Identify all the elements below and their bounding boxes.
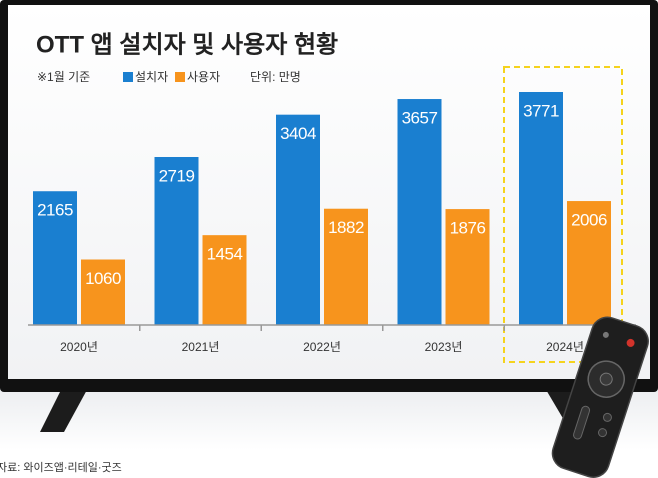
value-label: 3404: [280, 124, 316, 143]
value-label: 3771: [523, 101, 559, 120]
value-label: 1876: [450, 219, 486, 238]
value-label: 1454: [207, 245, 243, 264]
x-tick-label: 2020년: [60, 340, 98, 354]
value-label: 1060: [85, 269, 121, 288]
legend-swatch: [175, 72, 185, 82]
value-label: 2719: [159, 166, 195, 185]
bar: [324, 208, 368, 325]
tv-leg: [40, 388, 88, 432]
value-label: 1882: [328, 218, 364, 237]
value-label: 3657: [402, 109, 438, 128]
chart-title: OTT 앱 설치자 및 사용자 현황: [36, 31, 338, 58]
x-tick-label: 2021년: [182, 340, 220, 354]
note: ※1월 기준: [37, 70, 90, 84]
bar: [81, 259, 125, 325]
bar: [154, 157, 199, 325]
chart: OTT 앱 설치자 및 사용자 현황 ※1월 기준 단위: 만명 설치자 사용자 2…: [28, 31, 636, 363]
bar: [276, 114, 320, 325]
remote: [551, 316, 649, 478]
legend-label: 설치자: [135, 70, 168, 84]
x-tick-label: 2023년: [425, 340, 463, 354]
bar: [33, 191, 77, 325]
highlight-box: [503, 66, 623, 363]
unit: 단위: 만명: [250, 70, 301, 84]
legend-swatch: [123, 72, 133, 82]
bar: [202, 235, 247, 325]
x-tick-label: 2024년: [546, 340, 584, 354]
bar: [567, 201, 611, 325]
value-label: 2165: [37, 201, 73, 220]
source: 자료: 와이즈앱·리테일·굿즈: [0, 460, 122, 474]
x-tick-label: 2022년: [303, 340, 341, 354]
value-label: 2006: [571, 211, 607, 230]
bar: [397, 99, 442, 325]
bar: [519, 92, 563, 325]
legend-label: 사용자: [187, 70, 220, 84]
bar: [445, 209, 490, 325]
